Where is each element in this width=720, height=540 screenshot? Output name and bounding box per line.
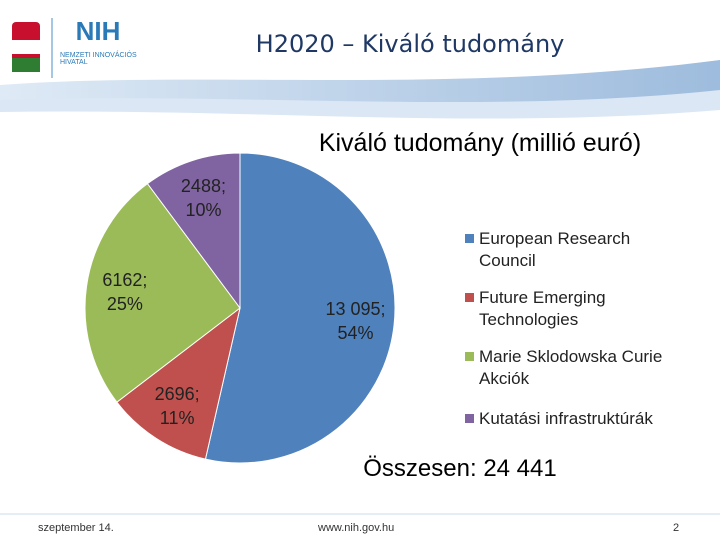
legend-label: Marie Sklodowska Curie Akciók <box>479 347 663 388</box>
logo-subtitle: NEMZETI INNOVÁCIÓS HIVATAL <box>60 52 137 66</box>
legend-swatch <box>465 414 474 423</box>
value-label: 2488; 10% <box>180 175 226 220</box>
legend-swatch <box>465 234 474 243</box>
logo-crest <box>12 40 40 54</box>
legend-item: European Research Council <box>465 228 679 272</box>
legend-label: Future Emerging Technologies <box>479 288 606 329</box>
value-label: 2696; 11% <box>154 383 200 428</box>
legend-item: Marie Sklodowska Curie Akciók <box>465 346 679 390</box>
pie-slice <box>146 152 241 310</box>
legend-label: European Research Council <box>479 229 631 270</box>
legend-item: Kutatási infrastruktúrák <box>465 408 679 430</box>
pie-slice <box>204 152 396 464</box>
footer-url: www.nih.gov.hu <box>318 522 395 534</box>
legend-swatch <box>465 293 474 302</box>
chart-title: Kiváló tudomány (millió euró) <box>318 129 642 157</box>
logo-crest <box>12 58 40 72</box>
legend-swatch <box>465 352 474 361</box>
legend-label: Kutatási infrastruktúrák <box>479 409 653 428</box>
value-label: 13 095; 54% <box>325 299 386 344</box>
page-number: 2 <box>673 522 680 534</box>
total: Összesen: 24 441 <box>363 455 557 482</box>
slide-title: H2020 – Kiváló tudomány <box>255 30 565 58</box>
legend-item: Future Emerging Technologies <box>465 287 679 331</box>
pie-slice <box>116 306 241 460</box>
pie-slice <box>84 182 241 403</box>
logo-text: NIH <box>76 16 121 46</box>
footer-date: szeptember 14. <box>38 522 114 534</box>
header-swoosh <box>0 90 720 119</box>
value-label: 6162; 25% <box>102 269 148 314</box>
header-swoosh <box>0 60 720 109</box>
